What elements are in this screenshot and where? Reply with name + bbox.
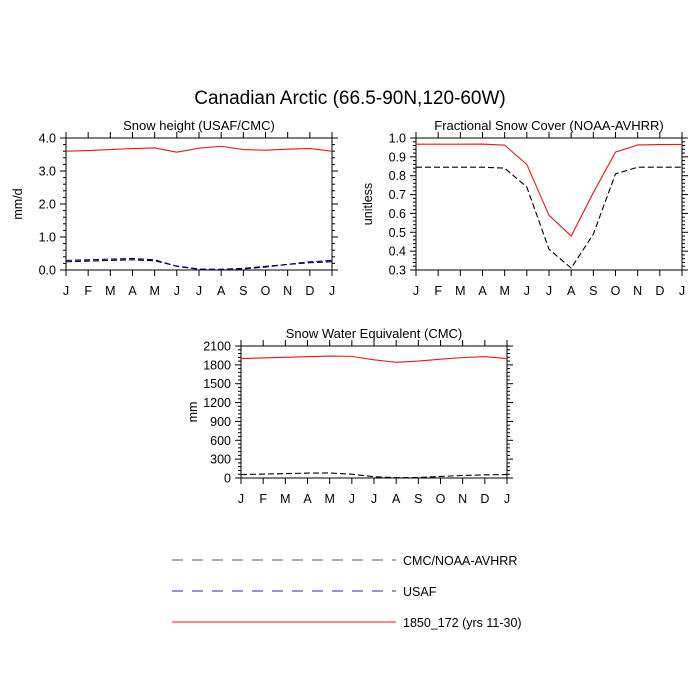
x-tick-label: D [480,492,489,506]
y-tick-label: 300 [210,453,231,467]
chart-panel-2: Fractional Snow Cover (NOAA-AVHRR) 0.3 0.4… [361,118,688,298]
y-tick-label: 1500 [203,377,231,391]
x-tick-label: O [611,284,621,298]
x-tick-label: N [458,492,467,506]
series-line [240,355,508,363]
y-tick-label: 1800 [203,358,231,372]
x-tick-label: J [371,492,377,506]
legend-item: USAF [172,585,437,599]
x-tick-label: M [324,492,334,506]
x-tick-label: D [655,284,664,298]
x-tick-label: M [499,284,509,298]
x-tick-label: A [303,492,312,506]
x-tick-label: J [63,284,69,298]
x-tick-label: D [305,284,314,298]
x-tick-label: S [414,492,422,506]
y-tick-label: 0.7 [389,188,406,202]
x-tick-label: J [413,284,419,298]
legend: CMC/NOAA-AVHRR USAF 1850_172 (yrs 11-30) [172,554,522,630]
x-tick-label: M [280,492,290,506]
x-tick-label: S [239,284,247,298]
x-tick-label: F [259,492,267,506]
y-tick-label: 0.9 [389,150,406,164]
x-tick-label: A [478,284,487,298]
y-tick-label: 1.0 [389,132,406,146]
x-tick-label: J [329,284,335,298]
legend-item: CMC/NOAA-AVHRR [172,554,517,568]
x-tick-label: A [217,284,226,298]
series-line [240,472,508,479]
series-line [65,259,333,270]
chart-title: Fractional Snow Cover (NOAA-AVHRR) [434,118,663,133]
series-line [416,143,683,237]
x-tick-label: O [436,492,446,506]
legend-label: 1850_172 (yrs 11-30) [403,616,522,630]
x-tick-label: N [633,284,642,298]
y-tick-label: 0.0 [39,264,56,278]
y-tick-label: 0.6 [389,207,406,221]
x-tick-label: J [349,492,355,506]
y-tick-label: 0.5 [389,226,406,240]
figure-title: Canadian Arctic (66.5-90N,120-60W) [194,88,506,109]
y-tick-label: 0.3 [389,264,406,278]
legend-label: CMC/NOAA-AVHRR [403,554,517,568]
x-tick-label: J [679,284,685,298]
x-tick-label: A [567,284,576,298]
y-tick-label: 0.4 [389,245,406,259]
plot-frame [65,137,333,271]
legend-label: USAF [403,585,437,599]
x-tick-label: M [455,284,465,298]
y-tick-label: 0 [224,472,231,486]
y-tick-label: 2100 [203,340,231,354]
legend-item: 1850_172 (yrs 11-30) [172,616,522,630]
x-tick-label: J [174,284,180,298]
x-tick-label: F [84,284,92,298]
plot-frame [415,137,683,271]
x-tick-label: A [392,492,401,506]
y-tick-label: 600 [210,434,231,448]
chart-panel-3: Snow Water Equivalent (CMC) 0 300 600 900 120… [186,326,513,506]
x-tick-label: M [149,284,159,298]
x-tick-label: O [261,284,271,298]
y-axis-label: mm [186,402,200,423]
x-tick-label: J [504,492,510,506]
x-tick-label: M [105,284,115,298]
chart-title: Snow height (USAF/CMC) [123,118,275,133]
y-axis-label: unitless [361,183,375,225]
x-tick-label: F [434,284,442,298]
chart-panel-1: Snow height (USAF/CMC)0.01.02.03.04.0J F M… [11,118,338,298]
y-tick-label: 2.0 [39,198,56,212]
y-tick-label: 4.0 [39,132,56,146]
x-tick-label: N [283,284,292,298]
y-axis-label: mm/d [11,188,25,219]
x-tick-label: J [524,284,530,298]
series-line [416,166,682,269]
chart-title: Snow Water Equivalent (CMC) [286,326,463,341]
y-tick-label: 900 [210,415,231,429]
plot-frame [240,345,508,479]
x-tick-label: S [589,284,597,298]
series-line [65,145,333,153]
x-tick-label: J [196,284,202,298]
y-tick-label: 1.0 [39,231,56,245]
y-tick-label: 0.8 [389,169,406,183]
x-tick-label: J [546,284,552,298]
y-tick-label: 3.0 [39,165,56,179]
x-tick-label: A [128,284,137,298]
panels: Snow height (USAF/CMC)0.01.02.03.04.0J F M… [11,118,688,506]
y-tick-label: 1200 [203,396,231,410]
x-tick-label: J [238,492,244,506]
